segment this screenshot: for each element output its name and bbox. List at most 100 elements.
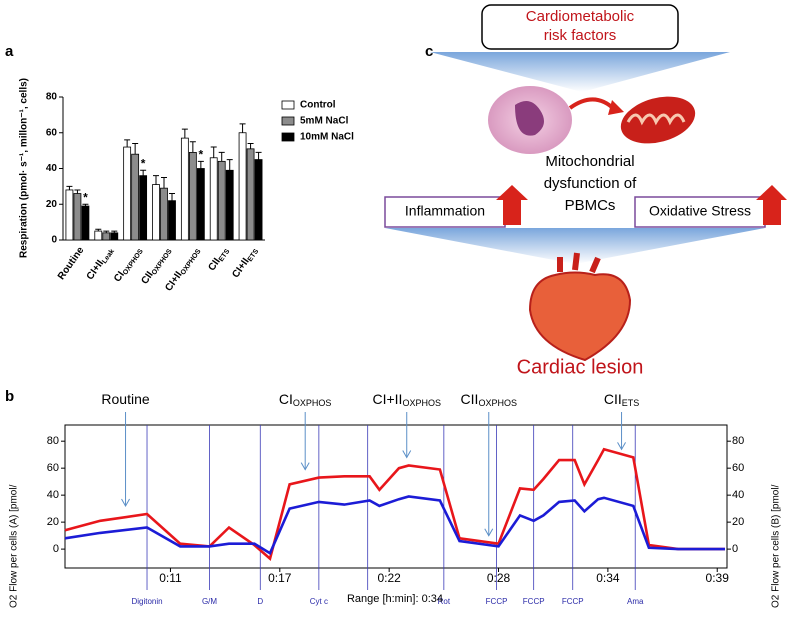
- legend-swatch: [281, 116, 295, 126]
- event-label: FCCP: [523, 597, 545, 606]
- error-bar: [226, 159, 233, 171]
- arrow: [568, 97, 617, 112]
- stress-box: [634, 196, 766, 228]
- panel-label: b: [5, 388, 14, 405]
- event-label: Digitonin: [131, 597, 162, 606]
- error-bar: [132, 142, 139, 155]
- bar: [110, 232, 119, 241]
- funnel: [430, 52, 730, 92]
- error-bar: [255, 151, 262, 160]
- panel-label: a: [5, 43, 14, 60]
- y-tick-label: 60: [47, 462, 59, 474]
- annotation-arrowhead: [300, 462, 310, 471]
- error-bar: [181, 128, 188, 139]
- bar: [160, 187, 168, 241]
- annotation-arrowhead: [402, 450, 412, 459]
- bar: [180, 137, 189, 241]
- event-label: Rot: [438, 597, 451, 606]
- x-tick-label: 0:22: [377, 571, 401, 585]
- error-bar: [189, 141, 196, 153]
- annotation-text: CI+II: [372, 391, 402, 407]
- annotation: Routine: [101, 391, 149, 407]
- y-tick-label: 80: [46, 92, 58, 103]
- bar: [225, 169, 234, 241]
- error-bar: [124, 139, 131, 148]
- trace-line: [64, 447, 725, 561]
- bar: [246, 148, 255, 241]
- legend-label: Control: [300, 100, 336, 111]
- dysfunction-text: Mitochondrial: [545, 153, 634, 170]
- event-label: D: [257, 597, 263, 606]
- trace-line: [64, 495, 725, 556]
- error-bar: [161, 176, 167, 189]
- risk-text: Cardiometabolic: [526, 8, 635, 25]
- y-tick-label: 40: [47, 489, 59, 501]
- risk-text: risk factors: [544, 27, 617, 44]
- plot-frame: [64, 424, 728, 569]
- x-tick-label: 0:11: [159, 571, 182, 585]
- significance: *: [141, 156, 146, 170]
- x-tick-label: 0:17: [268, 571, 292, 585]
- category-subscript: Leak: [101, 248, 116, 265]
- heart-icon: [528, 271, 632, 362]
- error-bar: [111, 230, 118, 233]
- y2-tick-label: 80: [732, 435, 744, 447]
- bar: [188, 152, 197, 241]
- y-tick-label: 60: [46, 127, 58, 138]
- stress-text: Oxidative Stress: [649, 203, 751, 219]
- y2-tick-label: 40: [732, 489, 744, 501]
- error-bar: [169, 193, 175, 201]
- category-subscript: OXPHOS: [122, 248, 145, 277]
- annotation-arrowhead: [121, 498, 130, 508]
- inflammation-text: Inflammation: [405, 203, 485, 219]
- error-bar: [95, 228, 102, 232]
- annotation-text: CII: [461, 391, 479, 407]
- y-axis-label: O2 Flow per cells (A) [pmol/: [9, 484, 20, 608]
- event-label: FCCP: [486, 597, 508, 606]
- annotation: CIIOXPHOS: [461, 391, 517, 409]
- funnel: [385, 228, 765, 264]
- category-subscript: ETS: [218, 248, 232, 263]
- bar: [131, 153, 140, 241]
- annotation: CIIETS: [604, 391, 639, 409]
- significance: *: [199, 148, 204, 162]
- error-bar: [210, 146, 217, 158]
- up-arrow: [756, 185, 787, 225]
- y-tick-label: 0: [53, 543, 59, 555]
- dysfunction-text: dysfunction of: [544, 175, 637, 192]
- event-label: Cyt c: [310, 597, 328, 606]
- annotation-subscript: ETS: [622, 398, 640, 408]
- y2-tick-label: 0: [732, 543, 738, 555]
- error-bar: [247, 142, 254, 149]
- annotation-subscript: OXPHOS: [293, 398, 332, 408]
- annotation-text: CII: [604, 391, 622, 407]
- texts: a b c Cardiometabolic risk factors Mitoc…: [5, 8, 751, 405]
- x-tick-label: 0:34: [596, 571, 620, 585]
- x-tick-label: 0:39: [706, 571, 730, 585]
- x-tick-label: Routine: [56, 245, 87, 282]
- y-tick-label: 40: [46, 163, 58, 174]
- bar: [94, 230, 103, 241]
- y-tick-label: 20: [46, 199, 58, 210]
- annotation-arrowhead: [484, 528, 494, 537]
- bar: [168, 200, 176, 241]
- annotation-text: Routine: [101, 391, 149, 407]
- event-label: FCCP: [562, 597, 584, 606]
- panel-label: c: [425, 43, 433, 60]
- event-label: Ama: [627, 597, 644, 606]
- significance: *: [83, 190, 88, 204]
- error-bar: [239, 123, 246, 133]
- bar: [196, 168, 205, 241]
- bar: [254, 159, 263, 241]
- annotation-subscript: OXPHOS: [402, 398, 441, 408]
- arrowhead: [608, 100, 624, 115]
- y-tick-label: 0: [51, 235, 57, 246]
- legend-label: 10mM NaCl: [300, 132, 354, 143]
- x-tick-label: 0:28: [487, 571, 511, 585]
- bar: [139, 175, 148, 241]
- x-axis-label: Range [h:min]: 0:34: [347, 593, 443, 605]
- legend-swatch: [281, 132, 295, 142]
- bar: [102, 232, 111, 241]
- y2-tick-label: 60: [732, 462, 744, 474]
- nucleus: [515, 101, 544, 136]
